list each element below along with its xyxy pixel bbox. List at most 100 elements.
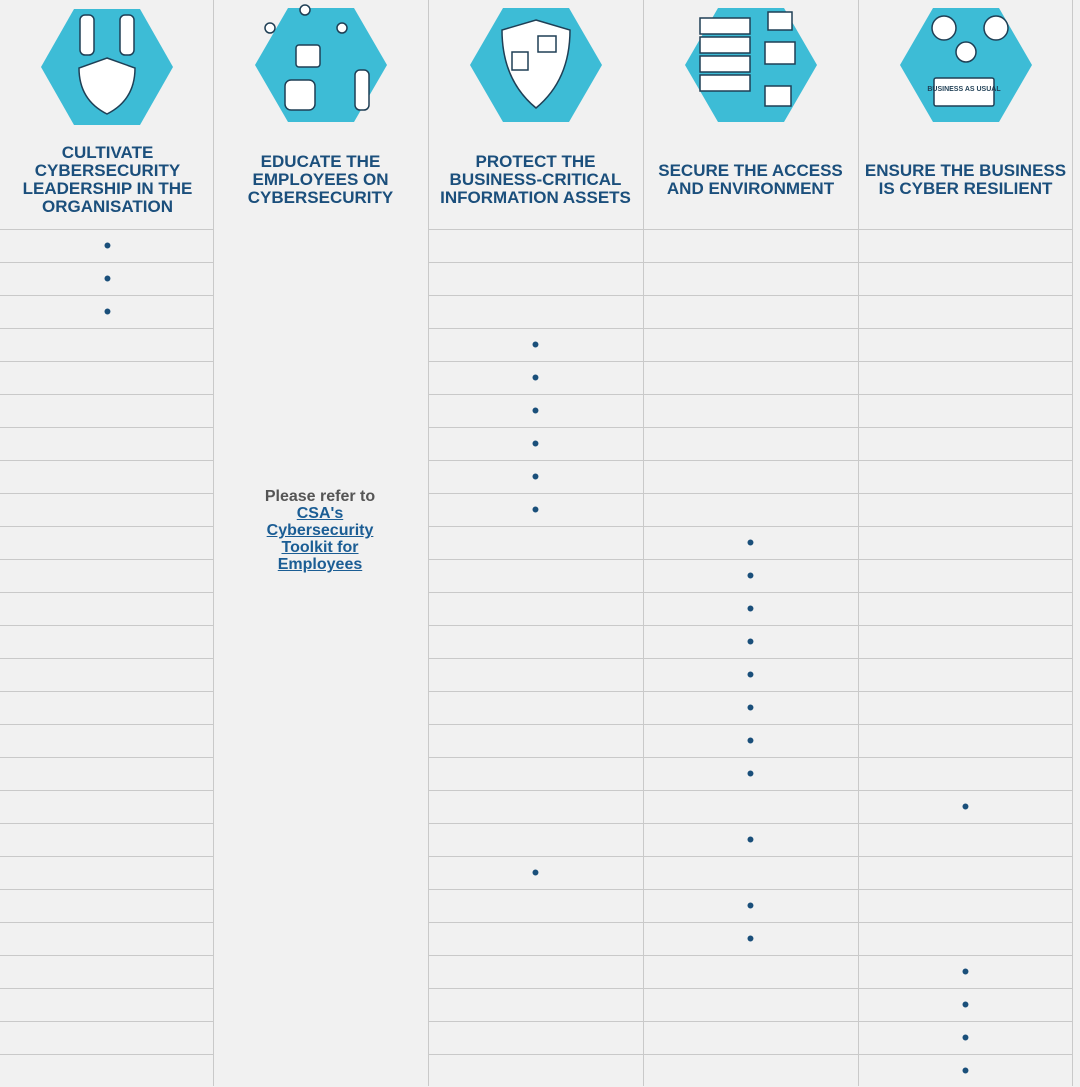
row-line bbox=[644, 988, 858, 989]
row-line bbox=[0, 922, 213, 923]
bullet: • bbox=[858, 1021, 1073, 1054]
row-line bbox=[859, 823, 1073, 824]
bullet: • bbox=[428, 856, 643, 889]
reference-text: Please refer to CSA's Cybersecurity Tool… bbox=[245, 488, 395, 573]
icon-text: BUSINESS AS USUAL bbox=[927, 86, 1001, 93]
row-line bbox=[429, 1021, 643, 1022]
row-line bbox=[0, 625, 213, 626]
row-line bbox=[429, 295, 643, 296]
row-line bbox=[429, 262, 643, 263]
bullet: • bbox=[428, 460, 643, 493]
row-line bbox=[0, 658, 213, 659]
bullet: • bbox=[428, 361, 643, 394]
bullet: • bbox=[858, 1054, 1073, 1087]
row-line bbox=[859, 427, 1073, 428]
row-line bbox=[859, 856, 1073, 857]
column-divider bbox=[428, 0, 429, 1086]
row-line bbox=[429, 526, 643, 527]
bullet: • bbox=[0, 229, 215, 262]
bullet: • bbox=[858, 988, 1073, 1021]
bullet: • bbox=[643, 691, 858, 724]
column-header: PROTECT THE BUSINESS-CRITICAL INFORMATIO… bbox=[431, 132, 640, 228]
row-line bbox=[0, 856, 213, 857]
bullet: • bbox=[643, 922, 858, 955]
row-line bbox=[644, 955, 858, 956]
row-line bbox=[859, 724, 1073, 725]
row-line bbox=[859, 559, 1073, 560]
row-line bbox=[429, 625, 643, 626]
row-line bbox=[429, 229, 643, 230]
row-line bbox=[429, 592, 643, 593]
column-header: EDUCATE THE EMPLOYEES ON CYBERSECURITY bbox=[216, 132, 425, 228]
bullet: • bbox=[858, 955, 1073, 988]
bullet: • bbox=[0, 295, 215, 328]
bullet: • bbox=[643, 757, 858, 790]
bullet: • bbox=[643, 625, 858, 658]
row-line bbox=[0, 493, 213, 494]
row-line bbox=[644, 295, 858, 296]
row-line bbox=[859, 526, 1073, 527]
row-line bbox=[859, 328, 1073, 329]
row-line bbox=[0, 757, 213, 758]
row-line bbox=[0, 559, 213, 560]
row-line bbox=[429, 757, 643, 758]
row-line bbox=[859, 757, 1073, 758]
row-line bbox=[0, 955, 213, 956]
row-line bbox=[644, 361, 858, 362]
row-line bbox=[644, 262, 858, 263]
bullet: • bbox=[428, 493, 643, 526]
column-header: ENSURE THE BUSINESS IS CYBER RESILIENT bbox=[861, 132, 1070, 228]
row-line bbox=[859, 262, 1073, 263]
column-divider bbox=[213, 0, 214, 1086]
bullet: • bbox=[643, 889, 858, 922]
bullet: • bbox=[643, 724, 858, 757]
bullet: • bbox=[643, 559, 858, 592]
page: BUSINESS AS USUAL CULTIVATE CYBERSECURIT… bbox=[0, 0, 1080, 1086]
row-line bbox=[0, 361, 213, 362]
row-line bbox=[859, 295, 1073, 296]
row-line bbox=[429, 724, 643, 725]
row-line bbox=[644, 1021, 858, 1022]
row-line bbox=[429, 955, 643, 956]
column-header: CULTIVATE CYBERSECURITY LEADERSHIP IN TH… bbox=[3, 132, 212, 228]
row-line bbox=[429, 922, 643, 923]
reference-lead: Please refer to bbox=[265, 488, 375, 505]
bullet: • bbox=[643, 526, 858, 559]
row-line bbox=[644, 427, 858, 428]
column-divider bbox=[1072, 0, 1073, 1086]
row-line bbox=[644, 460, 858, 461]
row-line bbox=[644, 394, 858, 395]
row-line bbox=[0, 1054, 213, 1055]
bullet: • bbox=[428, 328, 643, 361]
bullet: • bbox=[643, 658, 858, 691]
row-line bbox=[429, 823, 643, 824]
row-line bbox=[0, 790, 213, 791]
row-line bbox=[859, 592, 1073, 593]
toolkit-link[interactable]: CSA's Cybersecurity Toolkit for Employee… bbox=[267, 505, 374, 573]
row-line bbox=[859, 922, 1073, 923]
row-line bbox=[0, 427, 213, 428]
row-line bbox=[644, 229, 858, 230]
row-line bbox=[429, 790, 643, 791]
row-line bbox=[0, 460, 213, 461]
bullet: • bbox=[0, 262, 215, 295]
row-line bbox=[429, 658, 643, 659]
icons: BUSINESS AS USUAL bbox=[0, 0, 1080, 130]
row-line bbox=[644, 493, 858, 494]
row-line bbox=[859, 691, 1073, 692]
row-line bbox=[0, 328, 213, 329]
column-header: SECURE THE ACCESS AND ENVIRONMENT bbox=[646, 132, 855, 228]
row-line bbox=[429, 1054, 643, 1055]
row-line bbox=[0, 724, 213, 725]
bullet: • bbox=[643, 592, 858, 625]
bullet: • bbox=[643, 823, 858, 856]
row-line bbox=[644, 1054, 858, 1055]
bullet: • bbox=[428, 427, 643, 460]
row-line bbox=[859, 658, 1073, 659]
row-line bbox=[859, 493, 1073, 494]
row-line bbox=[429, 889, 643, 890]
row-line bbox=[859, 889, 1073, 890]
row-line bbox=[859, 460, 1073, 461]
row-line bbox=[0, 592, 213, 593]
row-line bbox=[0, 526, 213, 527]
